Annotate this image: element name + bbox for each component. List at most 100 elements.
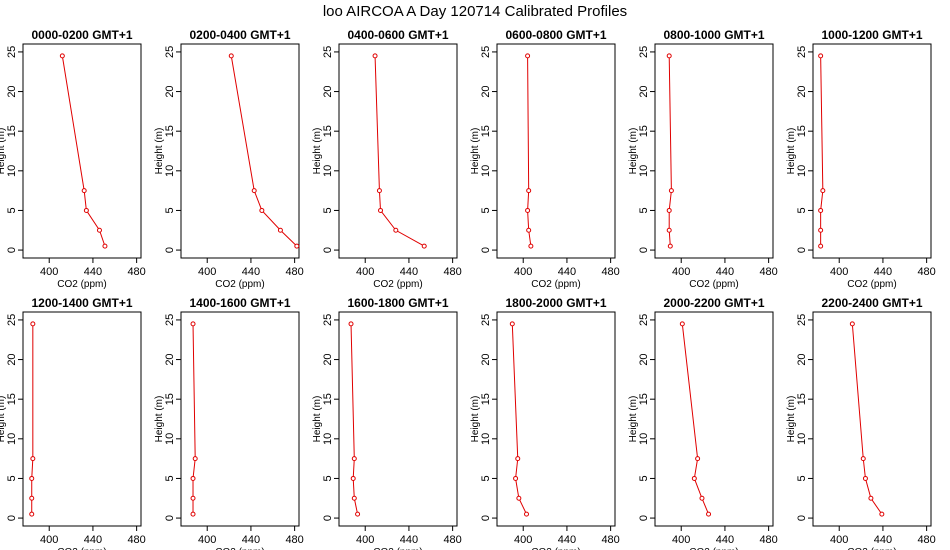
plot-frame xyxy=(22,311,142,527)
x-tick-label: 400 xyxy=(198,266,216,278)
x-tick-label: 400 xyxy=(40,266,58,278)
y-tick-label: 15 xyxy=(6,125,18,137)
x-tick-label: 440 xyxy=(242,266,260,278)
x-tick-label: 480 xyxy=(759,534,777,546)
data-point xyxy=(376,188,382,194)
x-axis-label: CO2 (ppm) xyxy=(847,279,896,290)
y-axis-label: Height (m) xyxy=(312,128,323,175)
profile-line xyxy=(350,323,359,515)
panel: 2000-2200 GMT+1 0 5 10 15 20 25 400 440 480 CO2 (p… xyxy=(628,296,778,550)
y-tick-label: 15 xyxy=(6,393,18,405)
x-axis-label: CO2 (ppm) xyxy=(373,547,422,550)
data-point xyxy=(192,456,198,462)
data-point xyxy=(59,53,65,59)
x-axis-label: CO2 (ppm) xyxy=(57,547,106,550)
x-tick-label: 440 xyxy=(400,266,418,278)
y-axis-label: Height (m) xyxy=(786,128,797,175)
y-tick-label: 15 xyxy=(322,393,334,405)
panel: 0200-0400 GMT+1 0 5 10 15 20 25 400 440 480 CO2 (p… xyxy=(154,28,304,290)
data-point xyxy=(355,511,361,517)
y-axis: 0 5 10 15 20 25 xyxy=(322,314,339,521)
y-axis: 0 5 10 15 20 25 xyxy=(322,46,339,253)
x-axis-label: CO2 (ppm) xyxy=(531,279,580,290)
y-tick-label: 10 xyxy=(6,165,18,177)
y-tick-label: 15 xyxy=(164,125,176,137)
y-axis-label: Height (m) xyxy=(0,128,7,175)
x-axis-label: CO2 (ppm) xyxy=(215,279,264,290)
y-tick-label: 5 xyxy=(796,475,808,481)
x-axis: 400 440 480 xyxy=(830,526,936,546)
data-point xyxy=(820,188,826,194)
data-point xyxy=(667,243,673,249)
x-tick-label: 400 xyxy=(356,266,374,278)
y-axis: 0 5 10 15 20 25 xyxy=(164,46,181,253)
data-point xyxy=(190,321,196,327)
x-tick-label: 440 xyxy=(874,534,892,546)
panel-title: 1400-1600 GMT+1 xyxy=(189,296,290,310)
profile-line xyxy=(374,55,425,247)
x-tick-label: 440 xyxy=(242,534,260,546)
y-tick-label: 10 xyxy=(322,165,334,177)
y-tick-label: 20 xyxy=(164,85,176,97)
y-axis-label: Height (m) xyxy=(470,396,481,443)
y-tick-label: 0 xyxy=(796,247,808,253)
plot-frame xyxy=(654,43,774,259)
panel: 1800-2000 GMT+1 0 5 10 15 20 25 400 440 480 CO2 (p… xyxy=(470,296,620,550)
x-axis: 400 440 480 xyxy=(830,258,936,278)
y-tick-label: 0 xyxy=(164,247,176,253)
panel-title: 2200-2400 GMT+1 xyxy=(821,296,922,310)
data-point xyxy=(83,207,89,213)
y-tick-label: 25 xyxy=(638,46,650,58)
y-tick-label: 15 xyxy=(638,125,650,137)
x-axis: 400 440 480 xyxy=(514,258,620,278)
x-tick-label: 440 xyxy=(400,534,418,546)
x-tick-label: 440 xyxy=(84,266,102,278)
data-point xyxy=(378,207,384,213)
y-tick-label: 5 xyxy=(6,475,18,481)
data-point xyxy=(849,321,855,327)
plot-frame xyxy=(812,311,932,527)
x-axis: 400 440 480 xyxy=(672,526,778,546)
data-point xyxy=(513,475,519,481)
data-point xyxy=(666,207,672,213)
panel: 0800-1000 GMT+1 0 5 10 15 20 25 400 440 480 CO2 (p… xyxy=(628,28,778,290)
x-tick-label: 440 xyxy=(558,266,576,278)
data-point xyxy=(421,243,427,249)
y-tick-label: 5 xyxy=(638,207,650,213)
panel: 1200-1400 GMT+1 0 5 10 15 20 25 400 440 480 CO2 (p… xyxy=(0,296,146,550)
y-tick-label: 5 xyxy=(164,475,176,481)
y-tick-label: 25 xyxy=(164,46,176,58)
data-point xyxy=(699,495,705,501)
x-tick-label: 480 xyxy=(443,534,461,546)
data-point xyxy=(516,495,522,501)
y-tick-label: 20 xyxy=(6,353,18,365)
profile-line xyxy=(511,323,527,515)
panel-title: 1200-1400 GMT+1 xyxy=(31,296,132,310)
y-axis-label: Height (m) xyxy=(786,396,797,443)
data-point xyxy=(30,321,36,327)
x-axis: 400 440 480 xyxy=(514,526,620,546)
data-point xyxy=(818,53,824,59)
data-point xyxy=(695,456,701,462)
y-tick-label: 10 xyxy=(638,165,650,177)
panel: 1000-1200 GMT+1 0 5 10 15 20 25 400 440 480 CO2 (p… xyxy=(786,28,936,290)
data-point xyxy=(509,321,515,327)
x-tick-label: 400 xyxy=(40,534,58,546)
y-axis: 0 5 10 15 20 25 xyxy=(638,46,655,253)
y-tick-label: 0 xyxy=(6,247,18,253)
data-point xyxy=(668,188,674,194)
panel-title: 0800-1000 GMT+1 xyxy=(663,28,764,42)
y-axis-label: Height (m) xyxy=(0,396,7,443)
y-tick-label: 20 xyxy=(638,85,650,97)
x-tick-label: 440 xyxy=(558,534,576,546)
x-tick-label: 480 xyxy=(601,266,619,278)
x-axis-label: CO2 (ppm) xyxy=(57,279,106,290)
data-point xyxy=(818,227,824,233)
data-point xyxy=(526,227,532,233)
x-axis: 400 440 480 xyxy=(40,526,146,546)
y-tick-label: 25 xyxy=(322,46,334,58)
profile-line xyxy=(820,55,824,247)
y-tick-label: 10 xyxy=(322,433,334,445)
y-tick-label: 25 xyxy=(322,314,334,326)
y-tick-label: 5 xyxy=(322,207,334,213)
